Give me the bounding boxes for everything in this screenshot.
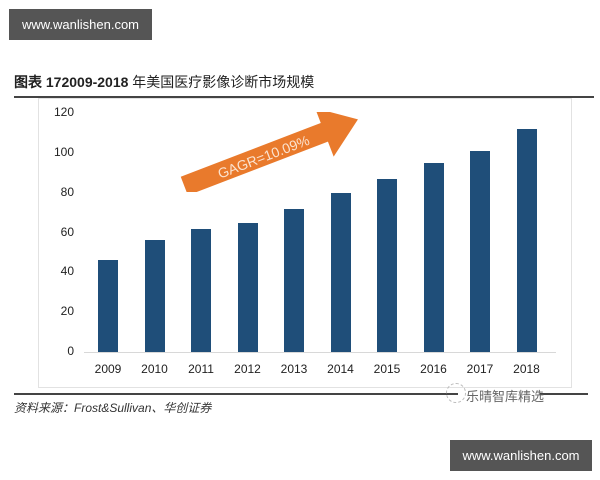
chart-title-prefix: 图表 172009-2018 xyxy=(14,74,129,90)
x-tick-label: 2014 xyxy=(327,362,354,376)
chart-title-suffix: 年美国医疗影像诊断市场规模 xyxy=(128,74,315,90)
bar-2013 xyxy=(284,208,304,352)
y-tick-label: 60 xyxy=(60,224,74,239)
chart-title: 图表 172009-2018 年美国医疗影像诊断市场规模 xyxy=(14,72,594,98)
cagr-label: GAGR=10.09% xyxy=(215,132,311,182)
watermark-top: www.wanlishen.com xyxy=(9,9,152,40)
y-tick-label: 0 xyxy=(67,344,74,358)
bar-2011 xyxy=(191,228,211,352)
x-tick-label: 2010 xyxy=(141,362,168,376)
y-tick-label: 120 xyxy=(53,105,74,119)
x-tick-label: 2017 xyxy=(466,362,494,376)
brand-logo-icon xyxy=(446,383,466,403)
watermark-bottom: www.wanlishen.com xyxy=(450,440,592,471)
x-tick-label: 2012 xyxy=(234,362,261,376)
y-tick-label: 100 xyxy=(53,144,74,159)
brand-label: 乐晴智库精选 xyxy=(466,389,545,404)
footer-divider-right xyxy=(540,393,588,395)
source-note: 资料来源：Frost&Sullivan、华创证券 xyxy=(14,401,212,415)
x-tick-label: 2018 xyxy=(513,362,540,376)
x-tick-label: 2016 xyxy=(420,362,447,376)
bar-2010 xyxy=(144,240,165,352)
x-tick-label: 2011 xyxy=(188,362,214,376)
bar-2018 xyxy=(516,128,537,352)
bar-2009 xyxy=(98,260,118,352)
y-tick-label: 80 xyxy=(60,184,74,199)
bar-2014 xyxy=(330,192,351,352)
x-tick-label: 2015 xyxy=(373,362,401,376)
x-tick-label: 2013 xyxy=(280,362,308,376)
footer-divider xyxy=(14,393,458,395)
y-tick-label: 40 xyxy=(60,264,74,279)
bar-2017 xyxy=(470,150,490,352)
bar-2012 xyxy=(237,222,258,352)
bar-2015 xyxy=(377,178,397,352)
x-axis-line xyxy=(84,352,556,353)
growth-arrow-icon: GAGR=10.09% xyxy=(180,112,358,192)
x-tick-label: 2009 xyxy=(94,362,122,376)
bar-2016 xyxy=(423,162,444,352)
y-tick-label: 20 xyxy=(60,304,74,319)
